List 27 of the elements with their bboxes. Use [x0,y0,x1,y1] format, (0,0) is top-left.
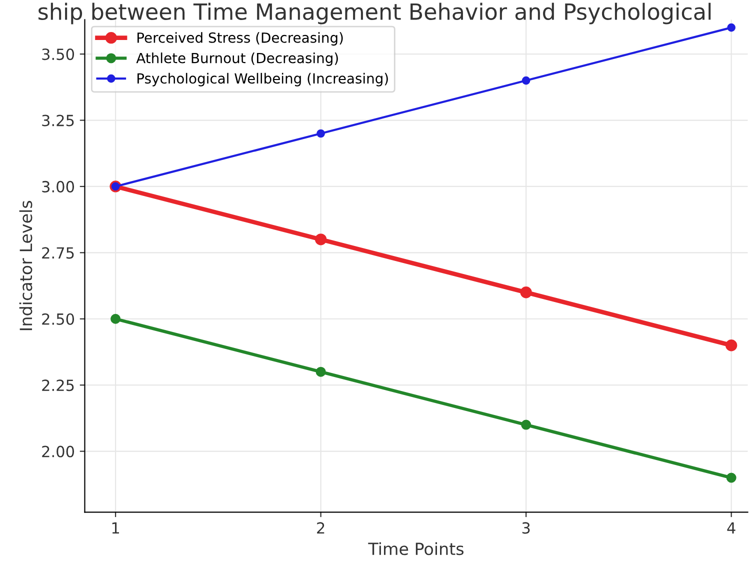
point [314,234,327,246]
y-tick-label: 3.50 [42,48,74,60]
point [725,340,738,352]
y-tick-label: 2.25 [42,380,74,392]
point [521,420,532,430]
legend-label: Perceived Stress (Decreasing) [138,32,343,46]
y-tick-label: 2.50 [42,313,74,325]
y-axis-title: Indicator Levels [19,200,32,330]
y-tick-label: 3.00 [42,180,74,192]
point [520,286,532,298]
point [316,366,326,377]
point [522,76,530,85]
legend-label: Athlete Burnout (Decreasing) [136,52,338,66]
chart-title: ship between Time Management Behavior and Psychological [38,2,711,24]
point [110,314,121,324]
x-tick-label: 4 [727,522,736,534]
legend-label: Psychological Wellbeing (Increasing) [138,72,388,86]
x-tick-label: 1 [112,522,119,534]
point [727,23,736,32]
y-tick-label: 3.25 [42,114,74,126]
x-axis-title: Time Points [368,542,464,556]
x-tick-label: 2 [317,522,324,534]
point [726,472,736,483]
point [316,129,325,138]
y-tick-label: 2.00 [42,446,74,458]
x-tick-label: 3 [522,522,530,534]
y-tick-label: 2.75 [42,247,74,259]
